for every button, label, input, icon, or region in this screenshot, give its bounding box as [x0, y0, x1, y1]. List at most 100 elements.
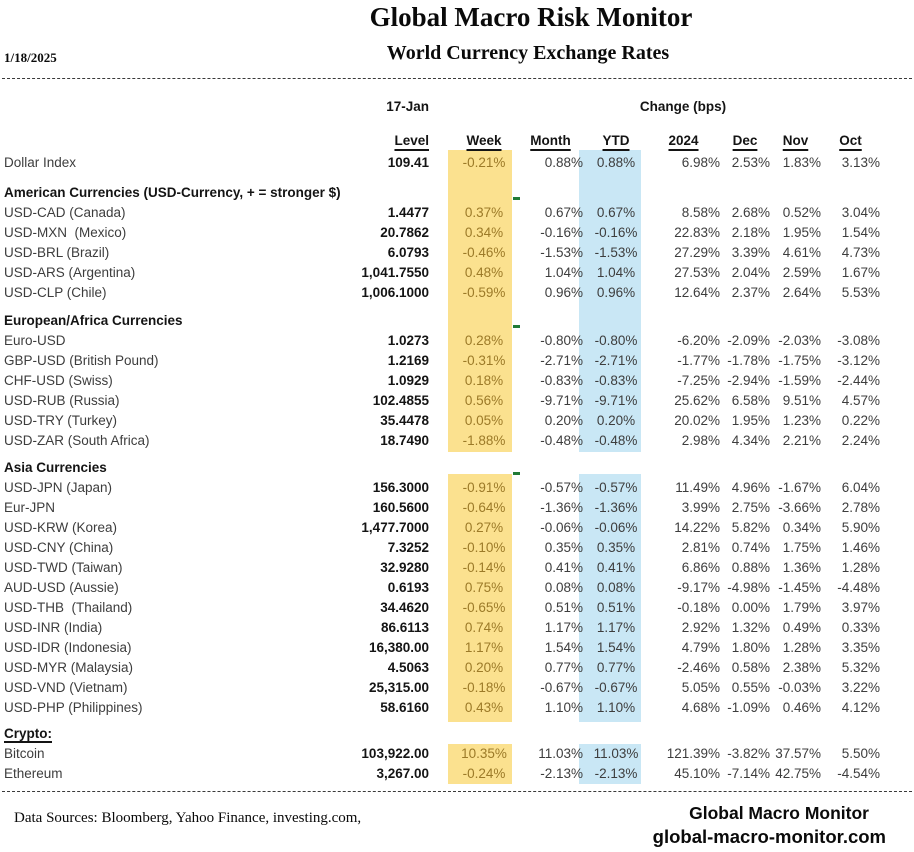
dec-change: 1.32%	[731, 619, 770, 635]
nov-change: -3.66%	[778, 499, 821, 515]
2024-change: -9.17%	[677, 579, 720, 595]
level-value: 1,041.7550	[361, 264, 429, 280]
2024-change: 4.79%	[681, 639, 720, 655]
ytd-change: 0.35%	[596, 539, 636, 555]
level-value: 1,477.7000	[361, 519, 429, 535]
month-change: 1.04%	[544, 264, 583, 280]
oct-change: 2.78%	[841, 499, 880, 515]
month-change: -1.36%	[540, 499, 583, 515]
month-change: -9.71%	[540, 392, 583, 408]
oct-change: 1.67%	[841, 264, 880, 280]
section-label: Crypto:	[4, 725, 52, 741]
month-change: 0.67%	[544, 204, 583, 220]
level-value: 32.9280	[380, 559, 429, 575]
level-value: 3,267.00	[376, 765, 429, 781]
week-change: 10.35%	[461, 745, 507, 761]
month-change: 0.77%	[544, 659, 583, 675]
table-row: Ethereum 3,267.00 -0.24% -2.13% -2.13% 45.10%…	[4, 763, 880, 783]
dec-change: 1.80%	[731, 639, 770, 655]
brand-block: Global Macro Monitor global-macro-monito…	[653, 803, 886, 848]
month-change: -0.80%	[540, 332, 583, 348]
table-row: USD-ZAR (South Africa) 18.7490 -1.88% -0.48…	[4, 430, 880, 450]
ytd-change: -0.16%	[594, 224, 638, 240]
month-change: 1.10%	[544, 699, 583, 715]
ytd-change: -2.71%	[594, 352, 638, 368]
2024-change: -6.20%	[677, 332, 720, 348]
week-change: 0.28%	[464, 332, 504, 348]
ytd-change: -0.06%	[594, 519, 638, 535]
table-row: USD-BRL (Brazil) 6.0793 -0.46% -1.53% -1.53%…	[4, 242, 880, 262]
2024-change: 27.29%	[674, 244, 720, 260]
row-label: Ethereum	[4, 765, 63, 781]
week-change: 0.74%	[464, 619, 504, 635]
data-sources-note: Data Sources: Bloomberg, Yahoo Finance, …	[14, 810, 362, 826]
row-label: USD-RUB (Russia)	[4, 392, 120, 408]
ytd-change: 0.88%	[596, 154, 636, 170]
nov-change: 0.49%	[782, 619, 821, 635]
column-header-level: Level	[394, 132, 429, 148]
2024-change: 121.39%	[666, 745, 720, 761]
dec-change: -3.82%	[727, 745, 770, 761]
nov-change: 1.79%	[782, 599, 821, 615]
month-change: -0.16%	[540, 224, 583, 240]
row-label: USD-JPN (Japan)	[4, 479, 113, 495]
level-value: 1.0273	[387, 332, 429, 348]
nov-change: -1.59%	[778, 372, 821, 388]
2024-change: 12.64%	[674, 284, 720, 300]
nov-change: 1.83%	[782, 154, 821, 170]
row-label: Eur-JPN	[4, 499, 56, 515]
section-header-row: Asia Currencies	[4, 457, 880, 477]
ytd-change: 1.10%	[596, 699, 636, 715]
column-header-ytd: YTD	[602, 132, 630, 148]
dec-change: 6.58%	[731, 392, 770, 408]
row-label: USD-IDR (Indonesia)	[4, 639, 132, 655]
column-header-dec: Dec	[732, 132, 758, 148]
ytd-highlight-band	[579, 744, 641, 784]
table-row: Eur-JPN 160.5600 -0.64% -1.36% -1.36% 3.99% 2.…	[4, 497, 880, 517]
row-label: USD-ARS (Argentina)	[4, 264, 136, 280]
column-header-month: Month	[530, 132, 571, 148]
table-row: USD-MYR (Malaysia) 4.5063 0.20% 0.77% 0.77% -…	[4, 657, 880, 677]
column-header-2024: 2024	[668, 132, 699, 148]
oct-change: 5.90%	[841, 519, 880, 535]
month-change: 0.88%	[544, 154, 583, 170]
row-label: Euro-USD	[4, 332, 66, 348]
oct-change: -3.08%	[837, 332, 880, 348]
ytd-change: 1.54%	[596, 639, 636, 655]
dec-change: -2.09%	[727, 332, 770, 348]
week-change: -0.91%	[462, 479, 506, 495]
dec-change: 2.37%	[731, 284, 770, 300]
dec-change: 0.55%	[731, 679, 770, 695]
month-change: -2.71%	[540, 352, 583, 368]
section-label: European/Africa Currencies	[4, 312, 183, 328]
nov-change: 0.46%	[782, 699, 821, 715]
ytd-change: -2.13%	[594, 765, 638, 781]
level-value: 102.4855	[372, 392, 429, 408]
2024-change: 45.10%	[674, 765, 720, 781]
change-group-header: Change (bps)	[639, 98, 727, 114]
level-value: 156.3000	[372, 479, 429, 495]
month-change: 1.54%	[544, 639, 583, 655]
month-change: -0.83%	[540, 372, 583, 388]
table-row: USD-ARS (Argentina) 1,041.7550 0.48% 1.04% 1…	[4, 262, 880, 282]
dec-change: 4.96%	[731, 479, 770, 495]
ytd-change: 0.41%	[596, 559, 636, 575]
ytd-change: -1.53%	[594, 244, 638, 260]
dec-change: 5.82%	[731, 519, 770, 535]
dec-change: 2.68%	[731, 204, 770, 220]
column-group-header-row: 17-Jan Change (bps)	[4, 96, 880, 116]
table-row: USD-PHP (Philippines) 58.6160 0.43% 1.10% 1.…	[4, 697, 880, 717]
nov-change: 2.64%	[782, 284, 821, 300]
page-title: Global Macro Risk Monitor	[369, 2, 693, 32]
row-label: USD-PHP (Philippines)	[4, 699, 143, 715]
nov-change: -2.03%	[778, 332, 821, 348]
column-header-row: Level Week Month YTD 2024 Dec Nov Oct	[4, 130, 880, 150]
oct-change: 5.50%	[841, 745, 880, 761]
section-header-row: European/Africa Currencies	[4, 310, 880, 330]
table-row: USD-IDR (Indonesia) 16,380.00 1.17% 1.54% 1.…	[4, 637, 880, 657]
dec-change: 4.34%	[731, 432, 770, 448]
oct-change: 4.73%	[841, 244, 880, 260]
oct-change: 1.46%	[841, 539, 880, 555]
ytd-change: 0.77%	[596, 659, 636, 675]
